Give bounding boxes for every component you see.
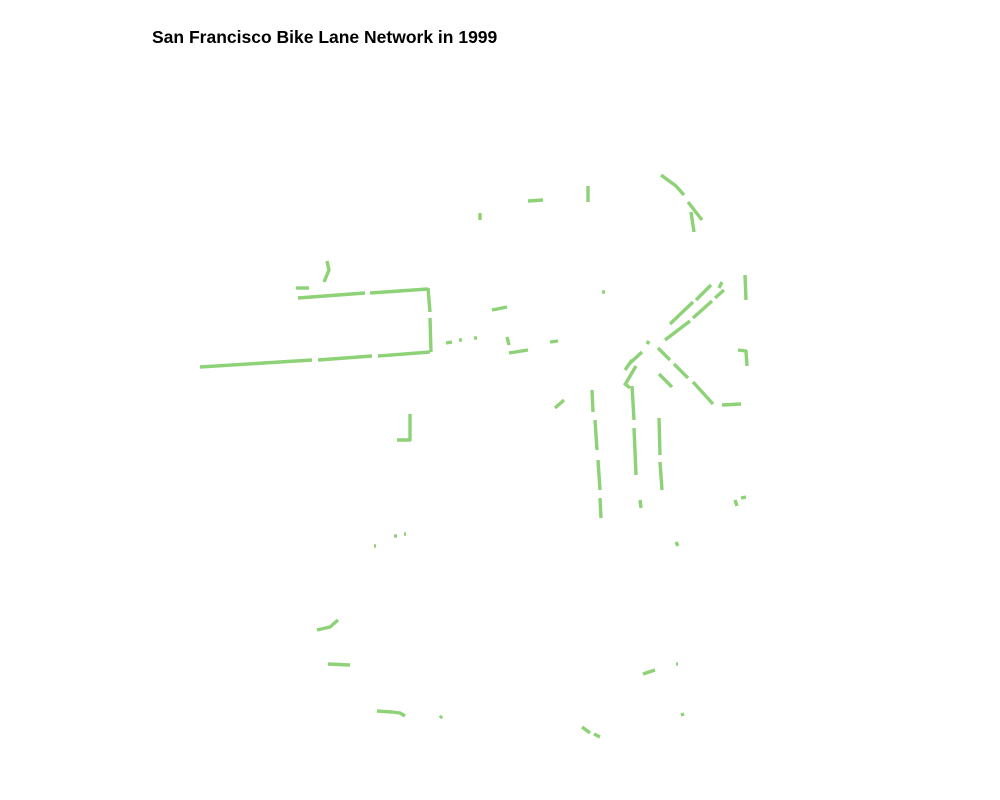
bike-lane-segment [623, 359, 634, 371]
bike-lane-segment [376, 709, 406, 718]
bike-lane-segment [327, 662, 351, 667]
bike-lane-segment [316, 618, 340, 632]
bike-lane-segment [297, 291, 366, 300]
bike-lane-segment [199, 358, 313, 369]
bike-lane-segment [445, 340, 453, 345]
bike-lane-segment [624, 365, 638, 384]
map-title: San Francisco Bike Lane Network in 1999 [152, 27, 498, 47]
bike-lane-segment [689, 211, 696, 233]
bike-lane-segment [317, 354, 373, 362]
bike-lane-segment [733, 499, 739, 507]
bike-lane-segment [438, 714, 444, 720]
bike-lane-segment [590, 389, 595, 413]
bike-lane-segment [663, 319, 692, 342]
bike-lane-segment [630, 385, 636, 421]
bike-lane-segment [680, 712, 685, 717]
bike-lane-segment [505, 336, 511, 346]
bike-lane-segment [694, 283, 713, 302]
bike-lane-segment [668, 300, 695, 326]
bike-lane-segment [527, 198, 544, 203]
bike-lane-segment [369, 287, 429, 295]
bike-lane-segment [658, 461, 664, 491]
bike-lane-segment [580, 725, 592, 735]
bike-lane-segment [691, 299, 714, 320]
bike-lane-segment [657, 417, 662, 456]
bike-lane-segment [598, 497, 603, 519]
bike-lane-segment [721, 402, 742, 407]
bike-lane-segment [397, 414, 412, 442]
bike-lane-segment [377, 350, 431, 358]
bike-lane-segment [686, 200, 704, 222]
bike-lane-network [199, 173, 749, 739]
bike-lane-segment [674, 541, 680, 547]
bike-lane-segment [491, 305, 508, 312]
bike-lane-segment [428, 317, 433, 353]
bike-lane-segment [657, 372, 674, 389]
bike-lane-segment [717, 281, 724, 289]
bike-lane-segment [713, 288, 726, 300]
bike-lane-segment [596, 459, 602, 491]
bike-lane-segment [593, 419, 599, 451]
bike-lane-segment [593, 732, 601, 739]
bike-lane-segment [549, 339, 559, 344]
bike-lane-segment [426, 287, 432, 313]
bike-lane-segment [740, 495, 747, 500]
bike-lane-segment [743, 274, 748, 301]
bike-lane-segment [638, 499, 643, 509]
bike-lane-segment [642, 668, 656, 676]
bike-lane-segment [659, 173, 686, 197]
bike-lane-segment [553, 398, 566, 410]
bike-lane-segment [508, 348, 529, 355]
bike-lane-segment [672, 362, 690, 380]
bike-lane-segment [691, 380, 715, 406]
bike-lane-segment [645, 340, 651, 345]
bike-lane-segment [622, 381, 632, 390]
bike-lane-segment [322, 260, 331, 283]
bike-lane-segment [632, 427, 638, 476]
bike-lane-segment [656, 346, 672, 362]
bike-lane-segment [737, 348, 749, 367]
